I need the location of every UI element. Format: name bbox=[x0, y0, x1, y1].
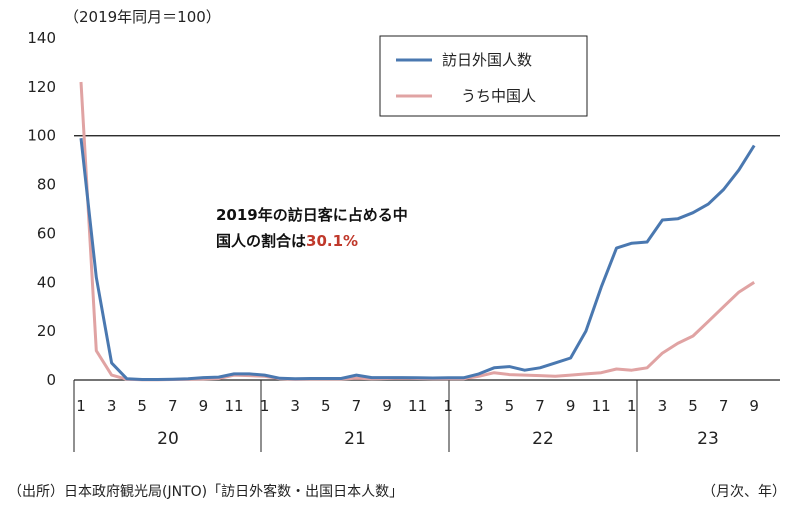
x-tick-label: 3 bbox=[474, 397, 484, 415]
x-tick-label: 3 bbox=[290, 397, 300, 415]
series-lines bbox=[79, 81, 756, 382]
y-tick-label: 140 bbox=[27, 29, 56, 47]
y-axis-unit-label: （2019年同月＝100） bbox=[64, 8, 221, 26]
y-tick-label: 60 bbox=[37, 224, 56, 242]
annotation-share-value: 30.1% bbox=[306, 232, 358, 250]
y-tick-label: 40 bbox=[37, 273, 56, 291]
y-tick-label: 100 bbox=[27, 127, 56, 145]
legend-label-visitors: 訪日外国人数 bbox=[442, 51, 532, 69]
x-tick-label: 9 bbox=[749, 397, 759, 415]
source-note: （出所）日本政府観光局(JNTO)「訪日外客数・出国日本人数」 bbox=[8, 483, 403, 500]
x-tick-label: 3 bbox=[658, 397, 668, 415]
legend-box bbox=[379, 35, 588, 117]
x-tick-label: 7 bbox=[168, 397, 178, 415]
x-tick-label: 11 bbox=[592, 397, 611, 415]
year-label: 23 bbox=[697, 429, 719, 449]
x-tick-label: 5 bbox=[688, 397, 698, 415]
x-tick-label: 1 bbox=[76, 397, 86, 415]
year-label: 20 bbox=[157, 429, 179, 449]
x-tick-label: 1 bbox=[260, 397, 270, 415]
x-tick-label: 1 bbox=[443, 397, 453, 415]
y-axis-ticks: 0 20 40 60 80 100 120 140 bbox=[27, 29, 56, 389]
x-tick-label: 1 bbox=[627, 397, 637, 415]
x-tick-label: 7 bbox=[352, 397, 362, 415]
annotation-line2: 国人の割合は30.1% bbox=[216, 232, 358, 250]
year-label: 21 bbox=[344, 429, 366, 449]
legend: 訪日外国人数 うち中国人 bbox=[379, 35, 588, 117]
y-tick-label: 80 bbox=[37, 176, 56, 194]
series-line-visitors bbox=[79, 138, 756, 381]
y-tick-label: 120 bbox=[27, 78, 56, 96]
x-tick-label: 11 bbox=[408, 397, 427, 415]
year-label: 22 bbox=[532, 429, 554, 449]
x-axis: 1 3 5 7 9 11 1 3 5 7 9 11 1 3 5 7 9 11 1 3 5 7 920 21 22 23 bbox=[73, 379, 780, 452]
legend-label-china: うち中国人 bbox=[461, 87, 536, 105]
x-axis-unit-label: （月次、年） bbox=[702, 484, 786, 500]
annotation-line2-prefix: 国人の割合は bbox=[216, 232, 306, 250]
y-tick-label: 20 bbox=[37, 322, 56, 340]
x-tick-label: 7 bbox=[535, 397, 545, 415]
x-tick-label: 9 bbox=[199, 397, 209, 415]
x-tick-label: 5 bbox=[321, 397, 331, 415]
y-tick-label: 0 bbox=[46, 371, 56, 389]
annotation-line1: 2019年の訪日客に占める中 bbox=[216, 206, 408, 224]
x-tick-label: 11 bbox=[224, 397, 243, 415]
annotation: 2019年の訪日客に占める中 国人の割合は30.1% bbox=[216, 206, 408, 250]
x-tick-label: 3 bbox=[107, 397, 117, 415]
x-tick-label: 5 bbox=[137, 397, 147, 415]
x-tick-label: 9 bbox=[382, 397, 392, 415]
x-tick-label: 7 bbox=[719, 397, 729, 415]
x-tick-label: 9 bbox=[566, 397, 576, 415]
x-tick-label: 5 bbox=[505, 397, 515, 415]
